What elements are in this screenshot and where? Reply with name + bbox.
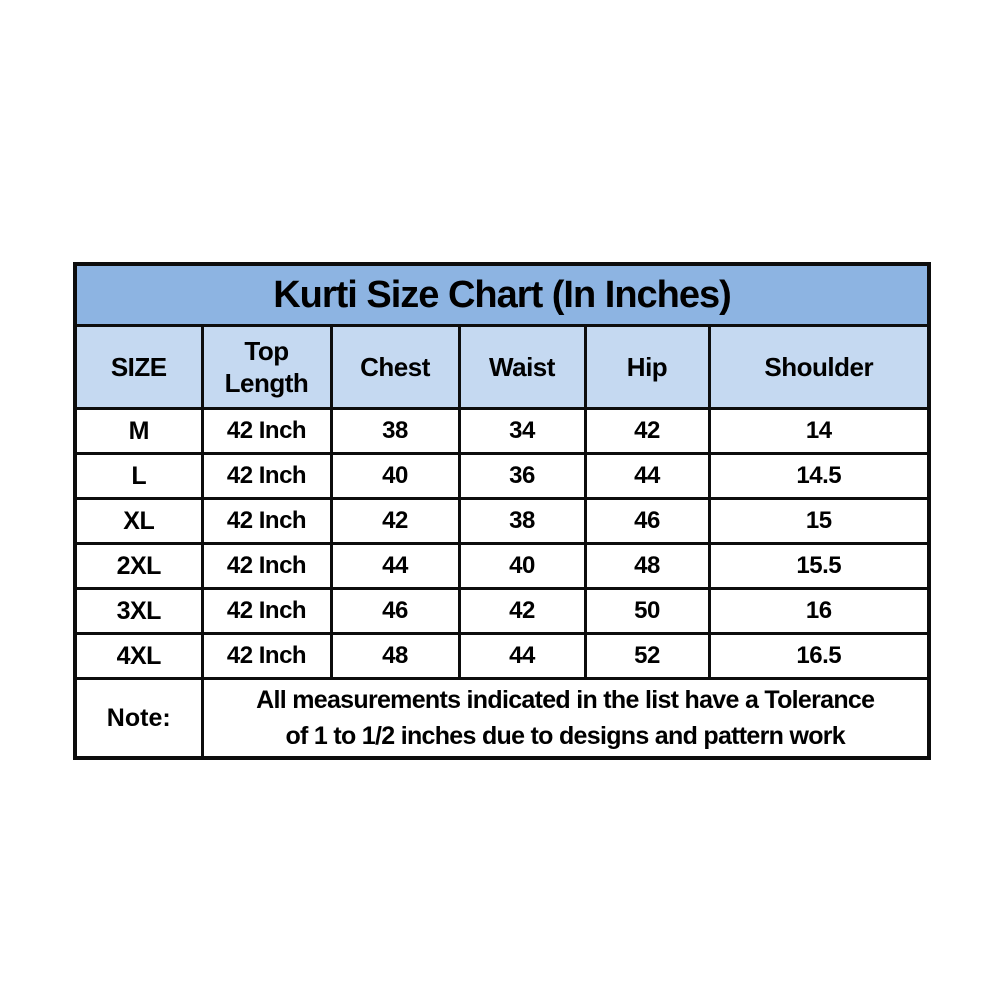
- note-line-2: of 1 to 1/2 inches due to designs and pa…: [285, 722, 846, 750]
- size-cell: 3XL: [73, 587, 204, 635]
- chest-cell: 44: [329, 542, 461, 590]
- column-header-waist: Waist: [457, 324, 587, 410]
- shoulder-cell: 15: [707, 497, 931, 545]
- table-row: L 42 Inch 40 36 44 14.5: [73, 452, 931, 500]
- top-length-cell: 42 Inch: [200, 407, 333, 455]
- hip-cell: 52: [583, 632, 711, 680]
- table-row: 2XL 42 Inch 44 40 48 15.5: [73, 542, 931, 590]
- column-header-chest: Chest: [329, 324, 461, 410]
- table-row: 3XL 42 Inch 46 42 50 16: [73, 587, 931, 635]
- chest-cell: 42: [329, 497, 461, 545]
- top-length-cell: 42 Inch: [200, 587, 333, 635]
- waist-cell: 38: [457, 497, 587, 545]
- note-label: Note:: [73, 677, 204, 760]
- top-length-cell: 42 Inch: [200, 632, 333, 680]
- size-cell: 4XL: [73, 632, 204, 680]
- waist-cell: 36: [457, 452, 587, 500]
- column-header-shoulder: Shoulder: [707, 324, 931, 410]
- waist-cell: 40: [457, 542, 587, 590]
- chest-cell: 40: [329, 452, 461, 500]
- waist-cell: 34: [457, 407, 587, 455]
- shoulder-cell: 14: [707, 407, 931, 455]
- size-chart-table: Kurti Size Chart (In Inches) SIZE Top Le…: [73, 262, 931, 760]
- shoulder-cell: 16.5: [707, 632, 931, 680]
- column-header-size: SIZE: [73, 324, 204, 410]
- note-line-1: All measurements indicated in the list h…: [256, 685, 875, 714]
- hip-cell: 42: [583, 407, 711, 455]
- table-row: M 42 Inch 38 34 42 14: [73, 407, 931, 455]
- waist-cell: 42: [457, 587, 587, 635]
- chest-cell: 38: [329, 407, 461, 455]
- hip-cell: 50: [583, 587, 711, 635]
- column-header-hip: Hip: [583, 324, 711, 410]
- top-length-cell: 42 Inch: [200, 452, 333, 500]
- waist-cell: 44: [457, 632, 587, 680]
- shoulder-cell: 16: [707, 587, 931, 635]
- chest-cell: 48: [329, 632, 461, 680]
- table-note-row: Note: All measurements indicated in the …: [73, 677, 931, 760]
- size-cell: 2XL: [73, 542, 204, 590]
- top-length-cell: 42 Inch: [200, 542, 333, 590]
- chest-cell: 46: [329, 587, 461, 635]
- hip-cell: 48: [583, 542, 711, 590]
- shoulder-cell: 15.5: [707, 542, 931, 590]
- hip-cell: 46: [583, 497, 711, 545]
- table-header-row: SIZE Top Length Chest Waist Hip Shoulder: [73, 324, 931, 410]
- chart-title: Kurti Size Chart (In Inches): [73, 262, 931, 327]
- table-title-row: Kurti Size Chart (In Inches): [73, 262, 931, 327]
- size-cell: XL: [73, 497, 204, 545]
- note-text: All measurements indicated in the list h…: [200, 677, 931, 760]
- shoulder-cell: 14.5: [707, 452, 931, 500]
- size-cell: L: [73, 452, 204, 500]
- table-row: 4XL 42 Inch 48 44 52 16.5: [73, 632, 931, 680]
- hip-cell: 44: [583, 452, 711, 500]
- column-header-top-length: Top Length: [200, 324, 333, 410]
- size-cell: M: [73, 407, 204, 455]
- table-row: XL 42 Inch 42 38 46 15: [73, 497, 931, 545]
- top-length-cell: 42 Inch: [200, 497, 333, 545]
